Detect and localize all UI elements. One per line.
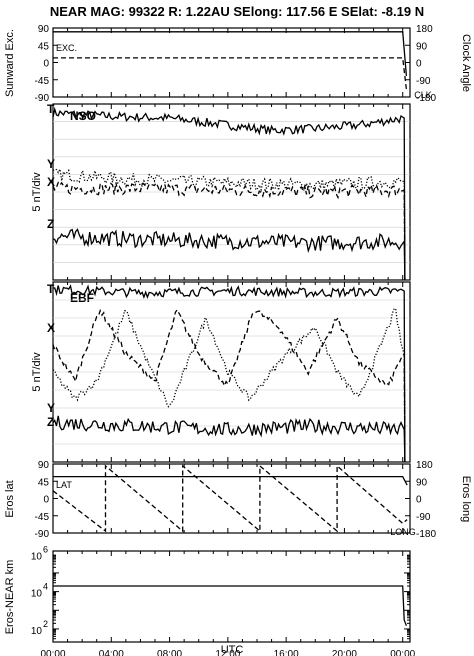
y-tick-label: -90 bbox=[35, 93, 50, 104]
y-tick-label: 90 bbox=[38, 24, 50, 35]
y-tick-label: 10 bbox=[31, 551, 43, 562]
panel-distance-frame bbox=[52, 550, 411, 643]
y-tick-label: 0 bbox=[43, 495, 49, 506]
ylabel-eros-lat: Eros lat bbox=[4, 480, 16, 517]
series-line-ebf-1 bbox=[52, 308, 406, 463]
series-line-distance-0 bbox=[53, 585, 408, 626]
x-axis-title: UTC bbox=[221, 644, 244, 656]
y-tick-label: 45 bbox=[38, 41, 50, 52]
series-line-nso-2 bbox=[52, 181, 406, 281]
y2label-clock-angle: Clock Angle bbox=[460, 34, 472, 92]
ylabel-distance: Eros-NEAR km bbox=[4, 560, 16, 635]
y2-tick-label: -90 bbox=[416, 512, 431, 523]
series-label-ebf-x: X bbox=[47, 321, 55, 335]
series-line-eros_angles-1 bbox=[52, 464, 408, 533]
series-line-nso-0 bbox=[52, 106, 406, 281]
y2-tick-label: 0 bbox=[416, 59, 422, 70]
series-line-nso-3 bbox=[52, 228, 406, 281]
y2-tick-label: -180 bbox=[416, 93, 436, 104]
ebf-panel-label: EBF bbox=[70, 291, 94, 305]
panel-eros-angles-frame bbox=[52, 463, 411, 534]
ylabel-sunward: Sunward Exc. bbox=[4, 29, 16, 97]
x-tick-label: 00:00 bbox=[40, 649, 65, 656]
series-line-sunward-0 bbox=[53, 31, 408, 76]
x-tick-label: 08:00 bbox=[157, 649, 182, 656]
series-label-nso-t: T bbox=[47, 102, 55, 116]
series-label-ebf-z: Z bbox=[47, 415, 54, 429]
y-tick-label: 10 bbox=[31, 589, 43, 600]
figure-title: NEAR MAG: 99322 R: 1.22AU SElong: 117.56… bbox=[50, 4, 424, 19]
y-tick-label: 45 bbox=[38, 477, 50, 488]
series-label-exc: EXC. bbox=[56, 43, 77, 53]
series-label-nso-y: Y bbox=[47, 157, 55, 171]
x-tick-label: 04:00 bbox=[99, 649, 124, 656]
y2-tick-label: 180 bbox=[416, 24, 433, 35]
panel-sunward-frame bbox=[52, 27, 411, 98]
series-label-ebf-y: Y bbox=[47, 401, 55, 415]
series-line-ebf-3 bbox=[52, 415, 406, 463]
ylabel-nso: 5 nT/div bbox=[31, 172, 43, 212]
y-tick-label: 10 bbox=[31, 626, 43, 637]
y-tick-label: -90 bbox=[35, 529, 50, 540]
y2-tick-label: 180 bbox=[416, 460, 433, 471]
y-tick-label: -45 bbox=[35, 512, 50, 523]
x-tick-label: 20:00 bbox=[332, 649, 357, 656]
series-line-ebf-2 bbox=[52, 307, 406, 463]
series-label-nso-x: X bbox=[47, 175, 55, 189]
y-tick-exponent: 4 bbox=[43, 582, 48, 592]
x-tick-label: 00:00 bbox=[390, 649, 415, 656]
y2-tick-label: -90 bbox=[416, 76, 431, 87]
ylabel-ebf: 5 nT/div bbox=[31, 352, 43, 392]
y-tick-exponent: 2 bbox=[43, 619, 48, 629]
series-line-eros_angles-0 bbox=[53, 475, 408, 486]
y2-tick-label: -180 bbox=[416, 529, 436, 540]
y2-tick-label: 90 bbox=[416, 477, 428, 488]
y2-tick-label: 0 bbox=[416, 495, 422, 506]
y2label-eros-long: Eros long bbox=[460, 476, 472, 522]
series-label-lat: LAT bbox=[56, 480, 72, 490]
series-line-ebf-0 bbox=[52, 284, 406, 463]
x-tick-label: 16:00 bbox=[274, 649, 299, 656]
y-tick-label: 90 bbox=[38, 460, 50, 471]
x-tick-label: 12:00 bbox=[215, 649, 240, 656]
y2-tick-label: 90 bbox=[416, 41, 428, 52]
series-line-sunward-1 bbox=[53, 57, 408, 90]
chart-marks: 00:00 04:00 08:00 12:00 16:00 20:00 00:00 90 180… bbox=[31, 24, 437, 656]
series-label-clk: CLK bbox=[414, 90, 432, 100]
y-tick-label: -45 bbox=[35, 76, 50, 87]
y-tick-label: 0 bbox=[43, 59, 49, 70]
series-label-nso-z: Z bbox=[47, 217, 54, 231]
y-tick-exponent: 6 bbox=[43, 544, 48, 554]
series-label-ebf-t: T bbox=[47, 282, 55, 296]
